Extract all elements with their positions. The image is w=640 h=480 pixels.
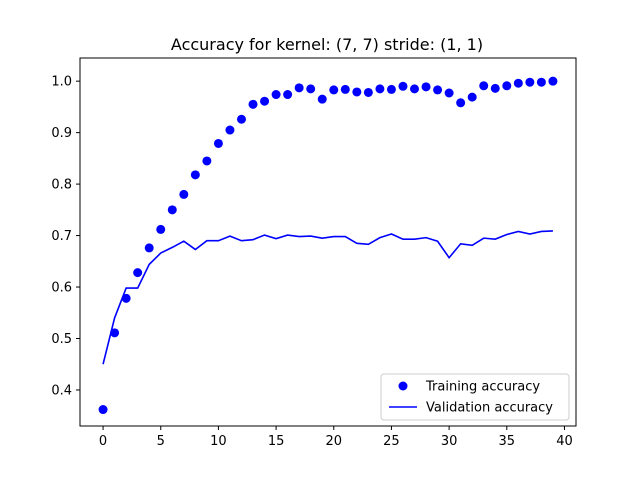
training-accuracy-point: [317, 94, 327, 104]
y-tick-label: 0.7: [51, 229, 72, 244]
plot-frame: [79, 57, 577, 427]
training-accuracy-point: [398, 81, 408, 91]
x-tick-label: 25: [383, 434, 400, 449]
y-axis: 0.4 0.5 0.6 0.7 0.8 0.9 1.0: [51, 75, 80, 398]
training-accuracy-point: [410, 84, 420, 94]
training-accuracy-point: [536, 77, 546, 87]
training-accuracy-point: [329, 85, 339, 95]
legend-label: Training accuracy: [425, 380, 540, 395]
training-accuracy-point: [479, 81, 489, 91]
y-tick-label: 0.6: [51, 281, 72, 296]
training-accuracy-point: [502, 81, 512, 91]
x-tick-label: 30: [441, 434, 458, 449]
legend: Training accuracy Validation accuracy: [380, 373, 570, 421]
x-tick-label: 10: [210, 434, 227, 449]
training-accuracy-point: [306, 84, 316, 94]
x-tick-label: 5: [157, 434, 165, 449]
chart-title: Accuracy for kernel: (7, 7) stride: (1, …: [171, 35, 483, 54]
training-accuracy-point: [525, 77, 535, 87]
training-accuracy-point: [386, 84, 396, 94]
validation-accuracy-line: [102, 230, 553, 365]
x-tick-label: 0: [99, 434, 107, 449]
training-accuracy-point: [248, 99, 258, 109]
y-tick-label: 1.0: [51, 75, 72, 90]
training-accuracy-point: [121, 293, 131, 303]
training-accuracy-point: [283, 90, 293, 100]
y-tick-label: 0.5: [51, 332, 72, 347]
x-tick-label: 15: [268, 434, 285, 449]
legend-box: [380, 373, 570, 421]
training-accuracy-point: [225, 125, 235, 135]
plot-series: [98, 76, 558, 415]
training-accuracy-point: [294, 83, 304, 93]
x-axis: 0 5 10 15 20 25 30 35 40: [99, 426, 573, 449]
training-accuracy-point: [260, 96, 270, 106]
y-tick-label: 0.8: [51, 178, 72, 193]
training-accuracy-point: [133, 268, 143, 278]
training-accuracy-point: [548, 76, 558, 86]
training-accuracy-point: [490, 83, 500, 93]
training-accuracy-point: [167, 205, 177, 215]
training-accuracy-point: [513, 78, 523, 88]
training-accuracy-point: [236, 114, 246, 124]
training-accuracy-point: [456, 98, 466, 108]
x-tick-label: 35: [499, 434, 516, 449]
training-accuracy-point: [375, 84, 385, 94]
training-accuracy-point: [467, 92, 477, 102]
legend-label: Validation accuracy: [426, 401, 553, 416]
training-accuracy-point: [421, 82, 431, 92]
training-accuracy-point: [433, 85, 443, 95]
training-accuracy-point: [98, 405, 108, 415]
training-accuracy-point: [340, 84, 350, 94]
training-accuracy-point: [202, 156, 212, 166]
y-tick-label: 0.4: [51, 383, 72, 398]
y-tick-label: 0.9: [51, 126, 72, 141]
training-accuracy-point: [179, 189, 189, 199]
x-tick-label: 40: [556, 434, 573, 449]
legend-marker-swatch: [398, 381, 408, 391]
training-accuracy-point: [190, 170, 200, 180]
training-accuracy-point: [110, 328, 120, 338]
training-accuracy-point: [363, 87, 373, 97]
training-accuracy-point: [352, 87, 362, 97]
x-tick-label: 20: [325, 434, 342, 449]
training-accuracy-point: [444, 88, 454, 98]
training-accuracy-point: [144, 243, 154, 253]
training-accuracy-point: [213, 138, 223, 148]
training-accuracy-point: [156, 224, 166, 234]
training-accuracy-point: [271, 90, 281, 100]
